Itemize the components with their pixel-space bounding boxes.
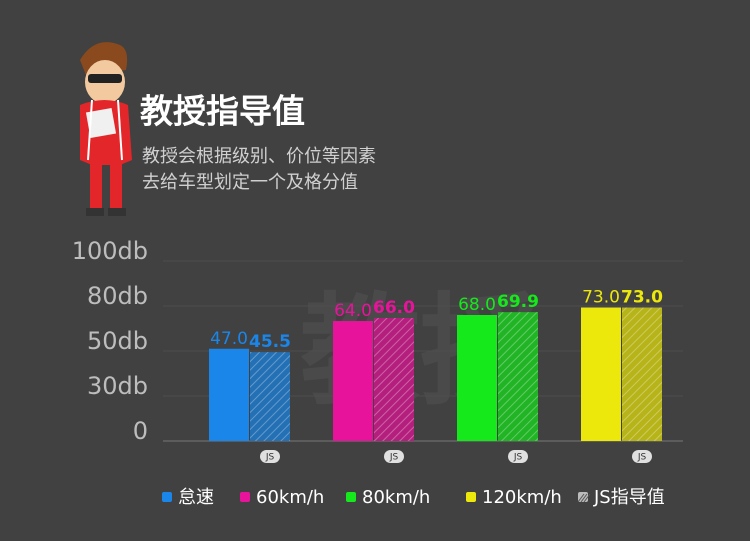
legend-swatch [346, 492, 356, 502]
legend-label: 60km/h [256, 487, 324, 508]
legend-label: 怠速 [178, 487, 214, 508]
value-label: 69.9 [497, 292, 539, 312]
value-label: 73.0 [582, 288, 620, 308]
title: 教授指导值 [140, 92, 305, 131]
y-tick-label: 30db [87, 372, 148, 400]
bar [333, 321, 373, 441]
legend-hatch [580, 493, 588, 503]
badge: JS [513, 453, 523, 463]
bar [374, 318, 414, 441]
value-label: 68.0 [458, 295, 496, 315]
legend-swatch [240, 492, 250, 502]
subtitle: 去给车型划定一个及格分值 [142, 172, 358, 193]
badge-bg [384, 450, 404, 463]
legend-label: JS指导值 [593, 487, 665, 508]
legend-hatch [577, 493, 585, 503]
badge-bg [508, 450, 528, 463]
value-label: 66.0 [373, 298, 415, 318]
y-tick-label: 80db [87, 282, 148, 310]
y-tick-label: 0 [133, 417, 148, 445]
bar [209, 348, 249, 441]
value-label: 47.0 [210, 329, 248, 349]
badge: JS [637, 453, 647, 463]
mascot [80, 42, 132, 216]
legend-swatch [466, 492, 476, 502]
bar [622, 307, 662, 441]
badge: JS [389, 453, 399, 463]
value-label: 45.5 [249, 332, 291, 352]
bar [250, 352, 290, 441]
bar [498, 312, 538, 441]
badge-bg [632, 450, 652, 463]
bar [581, 307, 621, 441]
legend-label: 120km/h [482, 487, 562, 508]
legend-hatch [583, 493, 591, 503]
y-tick-label: 100db [72, 237, 148, 265]
legend-label: 80km/h [362, 487, 430, 508]
y-tick-label: 50db [87, 327, 148, 355]
subtitle: 教授会根据级别、价位等因素 [142, 146, 376, 167]
value-label: 64.0 [334, 301, 372, 321]
badge: JS [265, 453, 275, 463]
value-label: 73.0 [621, 288, 663, 308]
legend-swatch [162, 492, 172, 502]
badge-bg [260, 450, 280, 463]
bar [457, 315, 497, 441]
